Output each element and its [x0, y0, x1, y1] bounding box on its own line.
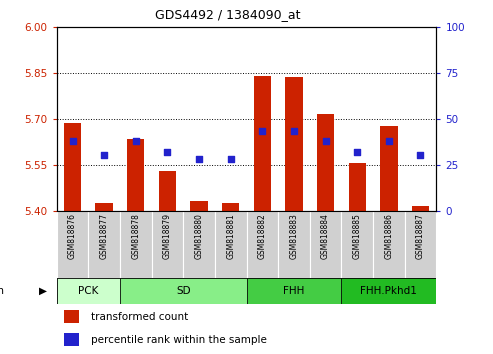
Bar [57, 211, 88, 278]
Bar [88, 211, 120, 278]
Text: GSM818884: GSM818884 [321, 213, 330, 259]
Text: GSM818876: GSM818876 [68, 213, 77, 259]
Bar [405, 211, 436, 278]
Text: GSM818881: GSM818881 [226, 213, 235, 259]
Bar [380, 126, 397, 211]
Point [290, 129, 298, 134]
Bar [341, 211, 373, 278]
Text: percentile rank within the sample: percentile rank within the sample [91, 335, 267, 345]
Bar [246, 211, 278, 278]
Text: transformed count: transformed count [91, 312, 188, 322]
Point [100, 153, 108, 158]
Text: GSM818877: GSM818877 [100, 213, 108, 259]
Text: GDS4492 / 1384090_at: GDS4492 / 1384090_at [155, 8, 300, 21]
Point [385, 138, 393, 143]
Point [258, 129, 266, 134]
Bar [57, 278, 120, 304]
Bar [285, 77, 303, 211]
Bar [222, 203, 240, 211]
Text: GSM818886: GSM818886 [385, 213, 393, 259]
Text: FHH: FHH [283, 286, 305, 296]
Bar [120, 278, 246, 304]
Bar [127, 138, 144, 211]
Text: GSM818887: GSM818887 [416, 213, 425, 259]
Bar [183, 211, 215, 278]
Point [195, 156, 203, 162]
Text: GSM818878: GSM818878 [131, 213, 141, 259]
Point [164, 149, 172, 155]
Point [353, 149, 361, 155]
Point [417, 153, 424, 158]
Bar [278, 211, 310, 278]
Text: strain: strain [0, 286, 7, 296]
Text: GSM818882: GSM818882 [258, 213, 267, 259]
Bar [373, 211, 405, 278]
Bar [246, 278, 341, 304]
Bar [341, 278, 436, 304]
Text: GSM818883: GSM818883 [289, 213, 298, 259]
Bar [96, 203, 113, 211]
Text: FHH.Pkhd1: FHH.Pkhd1 [360, 286, 417, 296]
Bar [120, 211, 152, 278]
Bar [190, 201, 208, 211]
Bar [64, 123, 81, 211]
Point [132, 138, 140, 143]
Bar [64, 310, 79, 323]
Bar [253, 76, 271, 211]
Point [227, 156, 235, 162]
Text: SD: SD [176, 286, 190, 296]
Point [69, 138, 76, 143]
Bar [215, 211, 246, 278]
Text: GSM818880: GSM818880 [195, 213, 204, 259]
Bar [152, 211, 183, 278]
Bar [412, 206, 429, 211]
Bar [310, 211, 341, 278]
Bar [349, 163, 366, 211]
Bar [317, 114, 334, 211]
Text: GSM818885: GSM818885 [352, 213, 362, 259]
Text: GSM818879: GSM818879 [163, 213, 172, 259]
Point [321, 138, 329, 143]
Bar [159, 171, 176, 211]
Text: ▶: ▶ [39, 286, 47, 296]
Bar [64, 333, 79, 346]
Text: PCK: PCK [78, 286, 99, 296]
